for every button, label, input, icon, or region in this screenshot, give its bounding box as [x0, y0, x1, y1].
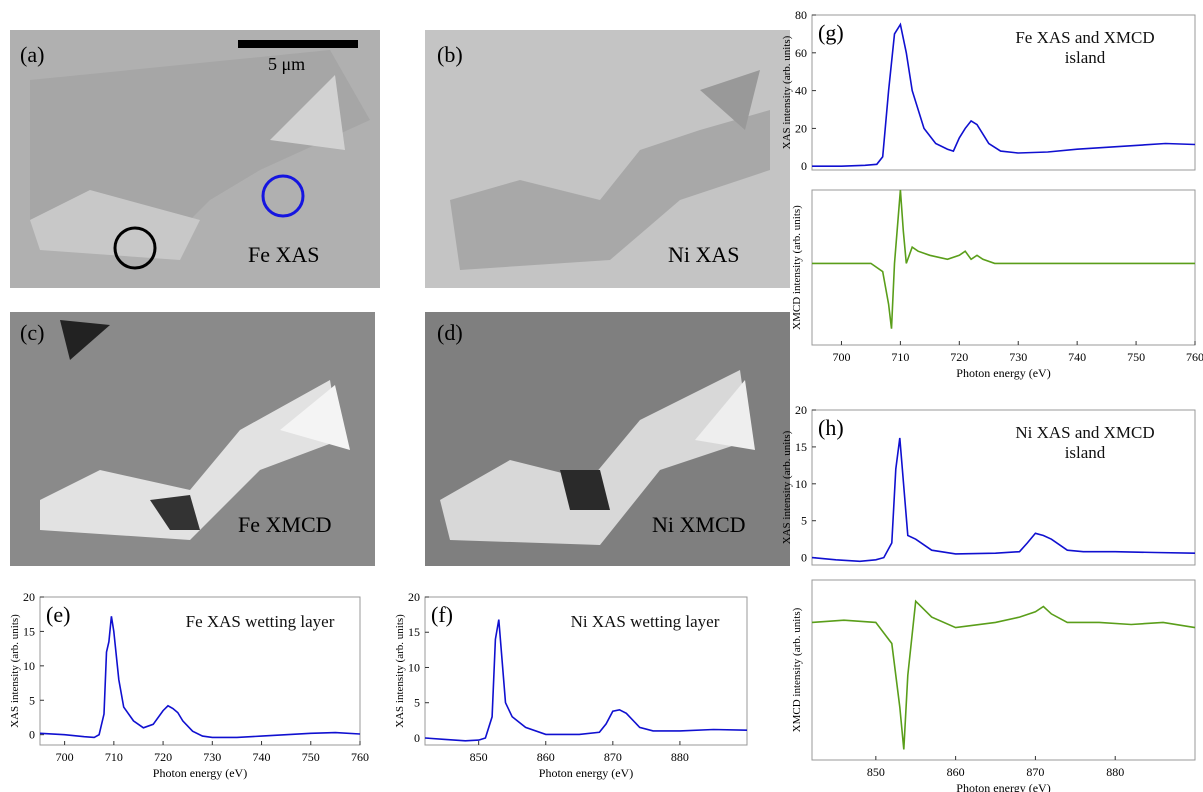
x-axis-label: Photon energy (eV) — [956, 781, 1050, 792]
panel-label: (f) — [431, 602, 453, 627]
panel-label: (c) — [20, 320, 44, 345]
chart-title: Fe XAS wetting layer — [175, 612, 345, 632]
y-tick-label: 10 — [408, 660, 420, 674]
x-tick-label: 750 — [1127, 350, 1145, 364]
data-line — [425, 620, 747, 741]
x-tick-label: 880 — [1106, 765, 1124, 779]
panel-label: (g) — [818, 20, 844, 45]
panel-label: (b) — [437, 42, 463, 67]
y-tick-label: 0 — [801, 159, 807, 173]
y-tick-label: 15 — [23, 624, 35, 638]
x-tick-label: 740 — [253, 750, 271, 764]
chart-title: Ni XAS and XMCD island — [995, 423, 1175, 463]
x-tick-label: 710 — [891, 350, 909, 364]
figure: {"images":[{"label":"(a)","caption":"Fe … — [0, 0, 1203, 792]
y-tick-label: 0 — [801, 551, 807, 565]
x-tick-label: 880 — [671, 750, 689, 764]
y-axis-label: XAS intensity (arb. units) — [781, 35, 793, 149]
chart-title: Fe XAS and XMCD island — [995, 28, 1175, 68]
y-tick-label: 10 — [795, 477, 807, 491]
y-tick-label: 60 — [795, 46, 807, 60]
panel-label: (a) — [20, 42, 44, 67]
image-c: (c) Fe XMCD — [10, 312, 375, 566]
x-tick-label: 730 — [1009, 350, 1027, 364]
y-tick-label: 20 — [795, 403, 807, 417]
data-line — [812, 190, 1195, 329]
y-tick-label: 15 — [408, 625, 420, 639]
y-tick-label: 5 — [29, 693, 35, 707]
x-axis-label: Photon energy (eV) — [539, 766, 633, 780]
x-tick-label: 710 — [105, 750, 123, 764]
y-tick-label: 40 — [795, 84, 807, 98]
y-tick-label: 0 — [29, 728, 35, 742]
x-tick-label: 870 — [604, 750, 622, 764]
panel-label: (e) — [46, 602, 70, 627]
data-line — [40, 616, 360, 737]
x-tick-label: 760 — [351, 750, 369, 764]
panel-label: (h) — [818, 415, 844, 440]
image-d: (d) Ni XMCD — [425, 312, 790, 566]
plot-frame — [812, 190, 1195, 345]
y-tick-label: 20 — [408, 590, 420, 604]
y-axis-label: XMCD intensity (arb. units) — [791, 607, 803, 732]
y-tick-label: 20 — [23, 590, 35, 604]
image-caption: Ni XMCD — [652, 512, 746, 537]
y-tick-label: 5 — [801, 514, 807, 528]
panel-label: (d) — [437, 320, 463, 345]
y-tick-label: 20 — [795, 121, 807, 135]
image-a: (a) 5 μm Fe XAS — [10, 30, 380, 288]
x-tick-label: 850 — [867, 765, 885, 779]
x-tick-label: 720 — [154, 750, 172, 764]
x-tick-label: 700 — [832, 350, 850, 364]
image-caption: Ni XAS — [668, 242, 740, 267]
y-tick-label: 5 — [414, 696, 420, 710]
x-tick-label: 760 — [1186, 350, 1203, 364]
scale-bar-label: 5 μm — [268, 54, 305, 74]
y-axis-label: XAS intensity (arb. units) — [394, 614, 406, 728]
image-caption: Fe XMCD — [238, 512, 332, 537]
y-tick-label: 80 — [795, 8, 807, 22]
y-axis-label: XAS intensity (arb. units) — [781, 430, 793, 544]
x-tick-label: 750 — [302, 750, 320, 764]
y-axis-label: XMCD intensity (arb. units) — [791, 205, 803, 330]
x-tick-label: 720 — [950, 350, 968, 364]
chart-title: Ni XAS wetting layer — [560, 612, 730, 632]
y-tick-label: 0 — [414, 731, 420, 745]
x-tick-label: 700 — [56, 750, 74, 764]
plot-frame — [812, 580, 1195, 760]
image-b: (b) Ni XAS — [425, 30, 790, 288]
y-tick-label: 10 — [23, 659, 35, 673]
x-tick-label: 730 — [203, 750, 221, 764]
data-line — [812, 601, 1195, 749]
x-axis-label: Photon energy (eV) — [956, 366, 1050, 380]
image-caption: Fe XAS — [248, 242, 320, 267]
x-axis-label: Photon energy (eV) — [153, 766, 247, 780]
x-tick-label: 860 — [947, 765, 965, 779]
y-axis-label: XAS intensity (arb. units) — [9, 614, 21, 728]
x-tick-label: 860 — [537, 750, 555, 764]
x-tick-label: 870 — [1026, 765, 1044, 779]
figure-canvas: (a) 5 μm Fe XAS (b) Ni XAS (c) Fe XMCD (… — [0, 0, 1203, 792]
x-tick-label: 850 — [470, 750, 488, 764]
y-tick-label: 15 — [795, 440, 807, 454]
x-tick-label: 740 — [1068, 350, 1086, 364]
